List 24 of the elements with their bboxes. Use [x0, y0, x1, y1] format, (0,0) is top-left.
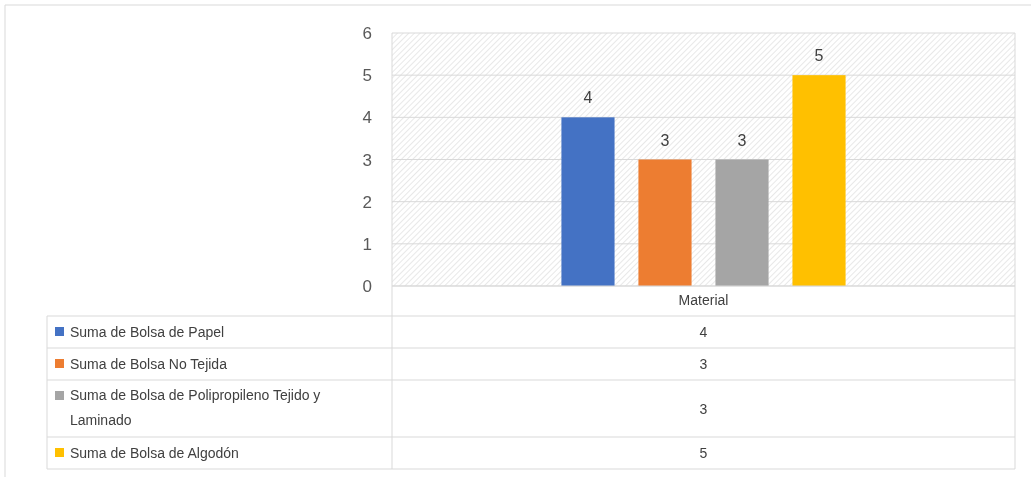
text: 5: [699, 445, 708, 461]
legend-label: Suma de Bolsa de Polipropileno Tejido y Laminado: [70, 387, 321, 428]
legend-label: Suma de Bolsa de Papel: [70, 324, 225, 340]
legend-label: Suma de Bolsa de Algodón: [70, 445, 239, 461]
text: 3: [699, 400, 708, 417]
text: 4: [699, 324, 708, 340]
bar: [638, 159, 692, 286]
y-tick-label: 6: [362, 24, 372, 43]
data-label: 3: [737, 131, 747, 149]
bar: [792, 75, 846, 286]
text: 3: [699, 356, 708, 372]
x-tick-label: Material: [678, 292, 729, 308]
y-tick-label: 1: [362, 234, 372, 254]
y-tick-label: 0: [362, 277, 372, 296]
legend-label: Suma de Bolsa No Tejida: [70, 356, 228, 372]
y-tick-label: 3: [362, 150, 372, 170]
data-label: 5: [814, 47, 824, 65]
y-tick-label: 2: [362, 192, 372, 212]
y-tick-label: 5: [362, 66, 372, 86]
bar: [715, 159, 769, 286]
bar: [561, 117, 615, 286]
y-tick-label: 4: [362, 108, 372, 128]
data-label: 4: [583, 89, 593, 107]
data-label: 3: [660, 131, 670, 149]
